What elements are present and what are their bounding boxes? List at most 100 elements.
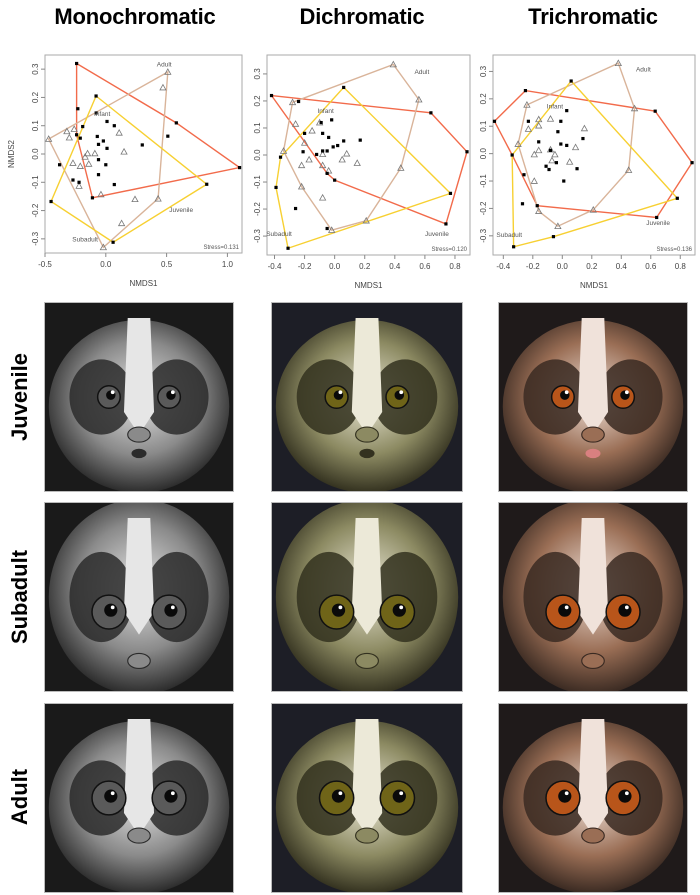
column-title-monochromatic: Monochromatic xyxy=(54,4,216,29)
nose xyxy=(127,426,151,443)
pupil xyxy=(164,789,178,803)
square-point xyxy=(321,149,325,153)
square-point xyxy=(301,150,305,154)
square-point xyxy=(205,182,209,186)
triangle-point xyxy=(117,219,126,227)
triangle-point xyxy=(75,182,83,189)
y-tick-label: 0.1 xyxy=(479,120,488,132)
triangle-point xyxy=(318,150,327,157)
group-label-infant: Infant xyxy=(547,103,563,110)
triangle-point xyxy=(297,161,306,169)
square-point xyxy=(293,206,298,211)
square-point xyxy=(75,133,79,137)
square-point xyxy=(690,161,694,165)
square-point xyxy=(523,89,528,93)
square-point xyxy=(321,131,325,135)
plot-frame xyxy=(492,54,696,256)
hull-adult xyxy=(47,70,169,249)
x-tick-label: 1.0 xyxy=(222,260,234,269)
square-point xyxy=(535,204,539,208)
triangle-point xyxy=(630,104,639,112)
face-stripe xyxy=(351,318,383,435)
pupil xyxy=(558,789,572,803)
x-tick-label: -0.4 xyxy=(268,262,282,271)
group-label-subadult: Subadult xyxy=(496,232,522,239)
eye-highlight xyxy=(110,791,115,796)
y-tick-label: 0.0 xyxy=(253,149,262,161)
triangle-point xyxy=(99,243,108,251)
x-tick-label: 0.0 xyxy=(557,262,569,271)
pupil xyxy=(331,789,346,803)
pupil xyxy=(618,603,632,617)
eye-highlight xyxy=(170,605,175,610)
square-point xyxy=(96,142,101,146)
group-label-infant: Infant xyxy=(318,108,334,115)
square-point xyxy=(105,146,109,150)
triangle-point xyxy=(571,143,580,151)
triangle-point xyxy=(624,166,633,173)
row-label-adult-text: Adult xyxy=(7,768,32,826)
triangle-point xyxy=(535,121,543,129)
eye-highlight xyxy=(624,605,629,610)
mouth xyxy=(131,448,147,459)
square-point xyxy=(96,173,101,177)
square-point xyxy=(94,111,98,115)
triangle-point xyxy=(131,195,139,203)
square-point xyxy=(336,143,340,148)
nmds-chart-monochromatic: -0.5 0.0 0.5 1.0 -0.3 -0.2 -0.1 0.0 0.1 0.2 0.3 NMD… xyxy=(0,50,250,300)
square-point xyxy=(429,111,433,115)
square-point xyxy=(237,165,242,170)
y-tick-label: -0.2 xyxy=(31,203,40,217)
square-point xyxy=(166,134,170,138)
square-point xyxy=(94,94,98,98)
y-tick-label: 0.3 xyxy=(31,63,40,75)
triangle-point xyxy=(164,68,172,75)
pupil xyxy=(558,603,572,617)
face-stripe xyxy=(577,719,609,836)
eye-highlight xyxy=(564,390,569,395)
y-tick-label: 0.0 xyxy=(479,148,488,160)
square-point xyxy=(112,182,116,187)
y-tick-label: -0.2 xyxy=(479,201,488,215)
stress-label: Stress=0.120 xyxy=(431,247,467,253)
x-tick-label: 0.2 xyxy=(586,262,598,271)
face-stripe xyxy=(351,518,383,635)
triangle-point xyxy=(554,222,562,230)
square-point xyxy=(78,136,82,140)
square-point xyxy=(465,150,469,154)
photo-juvenile-trichromatic xyxy=(498,302,688,492)
square-point xyxy=(90,196,95,200)
pupil xyxy=(392,789,406,803)
y-tick-label: 0.1 xyxy=(253,122,262,134)
x-tick-label: -0.5 xyxy=(38,260,52,269)
square-point xyxy=(325,171,329,175)
nose xyxy=(581,827,605,844)
photo-subadult-trichromatic xyxy=(498,502,688,692)
mouth xyxy=(585,448,601,459)
y-tick-label: 0.3 xyxy=(253,68,262,80)
nose xyxy=(581,652,605,670)
square-point xyxy=(96,158,101,162)
square-point xyxy=(575,167,579,171)
photo-subadult-dichromatic xyxy=(271,502,463,692)
x-tick-label: 0.6 xyxy=(645,262,657,271)
y-tick-label: 0.0 xyxy=(31,148,40,160)
x-tick-label: -0.2 xyxy=(526,262,540,271)
group-label-subadult: Subadult xyxy=(266,231,292,238)
square-point xyxy=(104,163,108,167)
triangle-point xyxy=(44,135,53,142)
y-tick-label: 0.3 xyxy=(479,65,488,77)
row-label-subadult-text: Subadult xyxy=(7,549,32,645)
x-tick-label: 0.6 xyxy=(419,262,431,271)
pupil xyxy=(618,789,632,803)
nose xyxy=(355,827,379,844)
triangle-point xyxy=(69,159,77,166)
y-tick-label: 0.2 xyxy=(253,95,262,107)
photo-adult-trichromatic xyxy=(498,703,688,893)
column-title-trichromatic: Trichromatic xyxy=(528,4,658,29)
triangle-point xyxy=(279,147,288,154)
y-tick-label: -0.1 xyxy=(31,175,40,189)
mouth xyxy=(359,448,375,459)
square-point xyxy=(655,215,659,220)
x-tick-label: 0.0 xyxy=(100,260,112,269)
